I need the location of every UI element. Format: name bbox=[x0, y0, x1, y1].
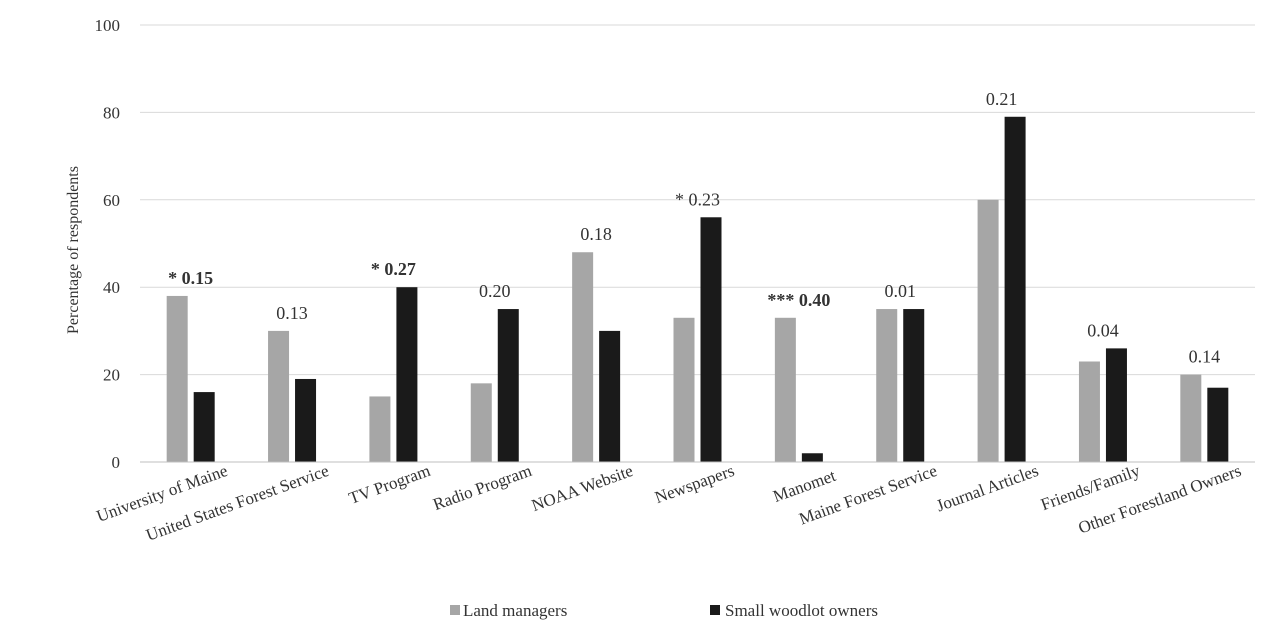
legend-swatch-small-woodlot-owners bbox=[710, 605, 720, 615]
bar-annotation: 0.04 bbox=[1087, 320, 1119, 340]
bar-small-woodlot-owners bbox=[903, 309, 925, 462]
bar-small-woodlot-owners bbox=[396, 287, 418, 462]
y-axis-ticks: 0 20 40 60 80 100 bbox=[95, 16, 121, 472]
bar-land-managers bbox=[268, 330, 290, 462]
bar-small-woodlot-owners bbox=[1105, 348, 1127, 462]
x-tick-label: Radio Program bbox=[430, 461, 534, 514]
bar-annotation: 0.01 bbox=[884, 281, 916, 301]
bar-annotations: * 0.15 0.13 * 0.27 0.20 0.18 * 0.23 *** 0.40 0.… bbox=[168, 89, 1220, 367]
legend: Land managers Small woodlot owners bbox=[450, 601, 878, 620]
bar-small-woodlot-owners bbox=[193, 392, 215, 462]
bar-annotation: * 0.15 bbox=[168, 268, 213, 288]
bar-land-managers bbox=[977, 199, 999, 463]
legend-label-land-managers: Land managers bbox=[463, 601, 567, 620]
bar-land-managers bbox=[369, 396, 391, 462]
bar-annotation: 0.14 bbox=[1189, 347, 1221, 367]
bar-small-woodlot-owners bbox=[1004, 116, 1026, 463]
bar-annotation: * 0.27 bbox=[371, 259, 416, 279]
legend-label-small-woodlot-owners: Small woodlot owners bbox=[725, 601, 878, 620]
bar-small-woodlot-owners bbox=[801, 453, 823, 462]
bar-land-managers bbox=[774, 317, 796, 462]
bar-small-woodlot-owners bbox=[295, 378, 317, 462]
bar-small-woodlot-owners bbox=[700, 217, 722, 462]
bar-annotation: *** 0.40 bbox=[767, 290, 830, 310]
bar-annotation: 0.20 bbox=[479, 281, 511, 301]
bar-land-managers bbox=[876, 309, 898, 462]
bars bbox=[166, 116, 1229, 463]
gridlines bbox=[140, 24, 1255, 376]
bar-land-managers bbox=[470, 383, 492, 462]
bar-land-managers bbox=[1180, 374, 1202, 462]
bar-land-managers bbox=[166, 295, 188, 462]
bar-small-woodlot-owners bbox=[497, 309, 519, 462]
x-tick-label: United States Forest Service bbox=[143, 461, 331, 545]
y-tick-label: 40 bbox=[103, 278, 120, 297]
x-tick-label: Journal Articles bbox=[934, 461, 1041, 516]
legend-swatch-land-managers bbox=[450, 605, 460, 615]
y-tick-label: 20 bbox=[103, 366, 120, 385]
x-tick-label: Other Forestland Owners bbox=[1076, 461, 1244, 538]
bar-annotation: * 0.23 bbox=[675, 189, 720, 209]
bar-land-managers bbox=[1078, 361, 1100, 462]
x-tick-label: TV Program bbox=[346, 461, 433, 508]
x-tick-label: Newspapers bbox=[652, 461, 737, 507]
bar-annotation: 0.18 bbox=[580, 224, 612, 244]
x-tick-label: NOAA Website bbox=[529, 461, 636, 515]
bar-land-managers bbox=[673, 317, 695, 462]
bar-annotation: 0.13 bbox=[276, 303, 308, 323]
y-tick-label: 80 bbox=[103, 103, 120, 122]
bar-small-woodlot-owners bbox=[1207, 387, 1229, 462]
bar-land-managers bbox=[572, 252, 594, 462]
bar-annotation: 0.21 bbox=[986, 89, 1018, 109]
y-tick-label: 0 bbox=[112, 453, 121, 472]
y-axis-label: Percentage of respondents bbox=[65, 166, 82, 334]
y-tick-label: 100 bbox=[95, 16, 121, 35]
bar-small-woodlot-owners bbox=[599, 330, 621, 462]
y-tick-label: 60 bbox=[103, 191, 120, 210]
